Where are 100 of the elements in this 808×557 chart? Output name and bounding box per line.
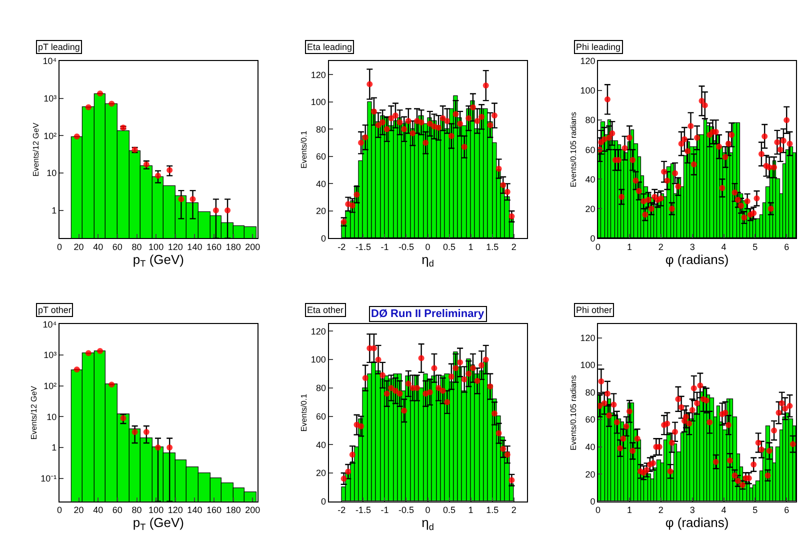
point xyxy=(634,436,640,442)
point xyxy=(750,462,757,468)
x-tick-label: 200 xyxy=(245,505,260,516)
point xyxy=(401,408,408,414)
point xyxy=(617,445,624,452)
y-axis-title: Events/0.105 radians xyxy=(568,375,578,450)
x-tick-label: 20 xyxy=(74,242,84,252)
point xyxy=(190,196,196,202)
point xyxy=(604,390,610,397)
x-tick-label: -1 xyxy=(380,505,389,516)
point xyxy=(623,423,630,430)
x-tick-label: 200 xyxy=(245,242,260,252)
y-tick-label: 40 xyxy=(585,174,596,184)
x-tick-label: 4 xyxy=(721,505,726,516)
point xyxy=(782,406,788,412)
point xyxy=(478,362,485,368)
y-tick-label: 60 xyxy=(316,152,326,162)
y-axis-title: Events/12 GeV xyxy=(31,122,40,177)
x-tick-label: 6 xyxy=(784,505,790,516)
point xyxy=(362,134,368,140)
point xyxy=(401,126,408,132)
point xyxy=(508,477,515,484)
point xyxy=(764,472,771,478)
x-tick-label: -0.5 xyxy=(398,242,414,252)
point xyxy=(354,192,360,198)
point xyxy=(340,476,347,482)
point xyxy=(470,104,476,110)
point xyxy=(375,122,382,128)
point xyxy=(349,452,356,458)
point xyxy=(345,468,352,475)
x-tick-label: -0.5 xyxy=(398,505,414,516)
point xyxy=(496,430,502,436)
y-tick-label: 0 xyxy=(320,496,326,507)
x-tick-label: -1.5 xyxy=(355,242,371,252)
x-tick-label: 1 xyxy=(468,242,474,252)
x-tick-label: 2 xyxy=(658,505,664,516)
x-tick-label: 60 xyxy=(112,242,122,252)
point xyxy=(380,372,386,378)
x-axis-title: p$_{T}$ (GeV) xyxy=(132,515,184,532)
y-axis-title: Events/0.1 xyxy=(300,130,309,169)
point xyxy=(482,82,489,89)
point xyxy=(725,422,732,428)
x-tick-label: 6 xyxy=(784,242,790,252)
y-tick-label: 0 xyxy=(320,233,326,244)
x-tick-label: 3 xyxy=(690,505,695,516)
y-tick-label: 80 xyxy=(316,383,326,394)
point xyxy=(405,118,412,124)
x-tick-label: 60 xyxy=(112,505,122,516)
x-axis-title: η$_{d}$ xyxy=(422,252,434,269)
point xyxy=(675,396,682,402)
point xyxy=(349,202,356,208)
point xyxy=(734,478,741,484)
point xyxy=(630,448,636,454)
point xyxy=(478,114,485,120)
x-tick-label: -1 xyxy=(380,242,389,252)
point xyxy=(755,440,762,446)
point xyxy=(224,207,231,214)
point xyxy=(504,452,510,458)
y-axis-title: Events/0.1 xyxy=(300,393,309,432)
point xyxy=(466,370,472,377)
y-tick-label: 60 xyxy=(316,411,326,422)
point xyxy=(418,119,424,126)
point xyxy=(120,415,126,422)
point xyxy=(212,207,219,214)
point xyxy=(452,365,459,372)
point xyxy=(426,120,433,127)
y-tick-label: 40 xyxy=(316,178,326,189)
point xyxy=(678,404,684,410)
point xyxy=(656,444,662,450)
point xyxy=(108,382,115,388)
point xyxy=(448,132,454,139)
x-axis-title: φ (radians) xyxy=(665,252,729,268)
y-tick-label: 0 xyxy=(590,496,596,507)
chart-title: Phi leading xyxy=(576,42,621,52)
point xyxy=(732,472,738,478)
point xyxy=(650,460,656,466)
x-tick-label: 1.5 xyxy=(486,242,499,252)
point xyxy=(461,376,468,382)
point xyxy=(74,134,80,140)
x-tick-label: 180 xyxy=(226,242,241,252)
y-tick-label: 100 xyxy=(580,86,596,96)
point xyxy=(598,378,604,384)
point xyxy=(132,428,138,435)
point xyxy=(370,345,377,352)
point xyxy=(487,384,494,390)
point xyxy=(444,118,450,124)
y-tick-label: 10⁴ xyxy=(42,319,57,330)
y-tick-label: 120 xyxy=(580,332,596,343)
y-tick-label: 80 xyxy=(585,115,596,126)
point xyxy=(683,414,690,420)
y-tick-label: 80 xyxy=(585,387,596,398)
point xyxy=(601,400,608,406)
point xyxy=(97,90,104,96)
point xyxy=(470,365,476,372)
y-tick-label: 20 xyxy=(585,204,596,214)
chart-title: Eta other xyxy=(307,305,344,315)
point xyxy=(482,356,489,363)
y-tick-label: 10⁻¹ xyxy=(40,474,57,484)
y-tick-label: 80 xyxy=(316,124,326,134)
x-tick-label: -2 xyxy=(338,242,346,252)
